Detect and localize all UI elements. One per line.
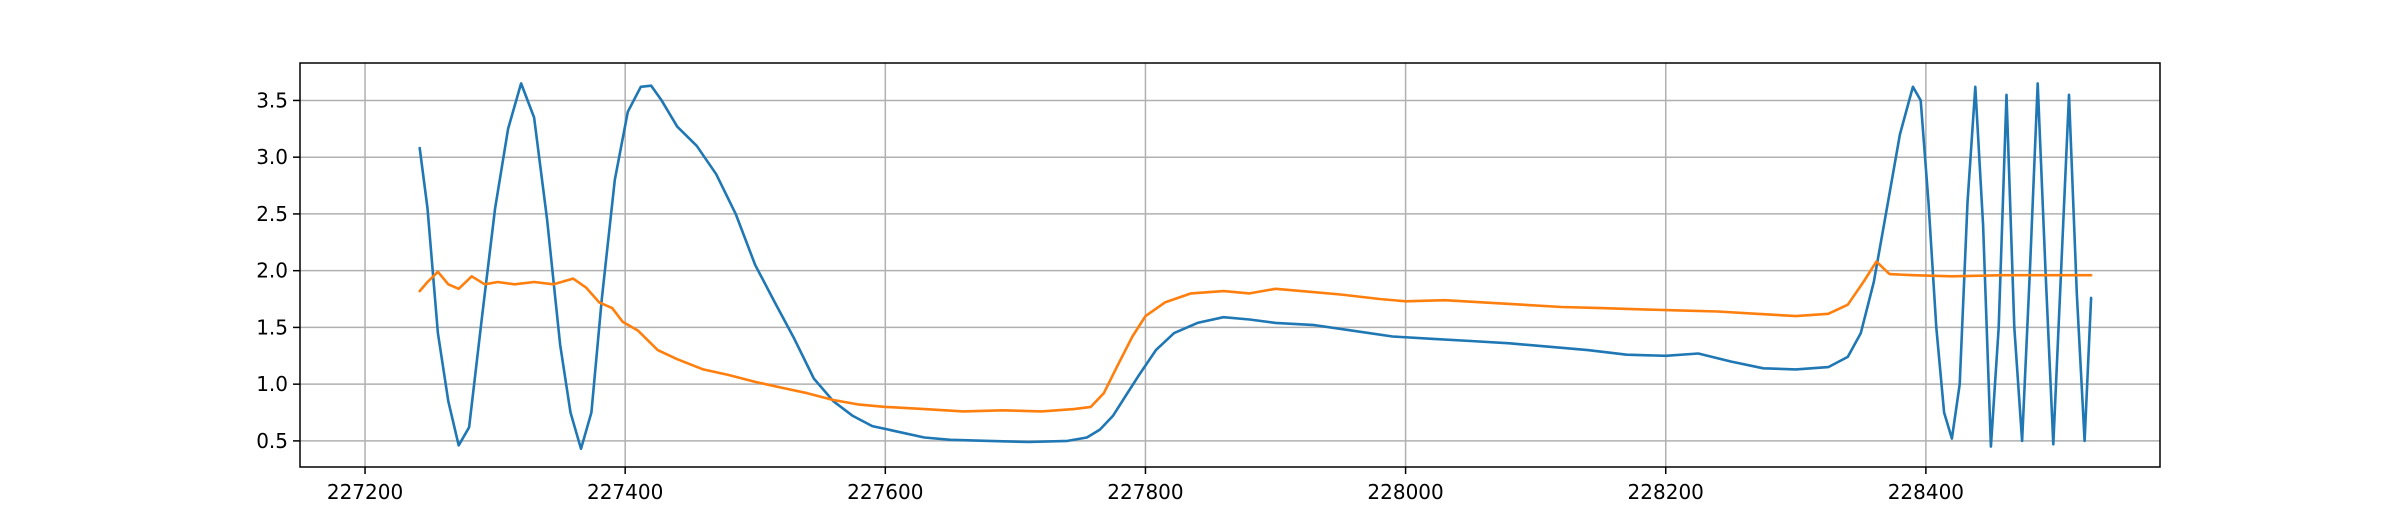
axis-ticks: 227200 227400 227600 227800 228000 228200 2284… [256, 88, 1964, 504]
x-tick-label: 228000 [1367, 480, 1443, 504]
y-tick-label: 0.5 [256, 429, 288, 453]
y-tick-label: 2.5 [256, 202, 288, 226]
y-tick-label: 2.0 [256, 259, 288, 283]
y-tick-label: 1.0 [256, 372, 288, 396]
x-tick-label: 227200 [327, 480, 403, 504]
x-tick-label: 227600 [847, 480, 923, 504]
plot-area-frame [299, 62, 2161, 468]
series-lines [418, 82, 2093, 451]
series-line-1 [418, 82, 2093, 451]
y-tick-label: 3.0 [256, 145, 288, 169]
x-tick-label: 228400 [1888, 480, 1964, 504]
x-tick-label: 227400 [587, 480, 663, 504]
series-line-2 [418, 260, 2093, 413]
x-tick-label: 227800 [1107, 480, 1183, 504]
y-tick-label: 1.5 [256, 315, 288, 339]
y-tick-label: 3.5 [256, 88, 288, 112]
x-tick-label: 228200 [1628, 480, 1704, 504]
